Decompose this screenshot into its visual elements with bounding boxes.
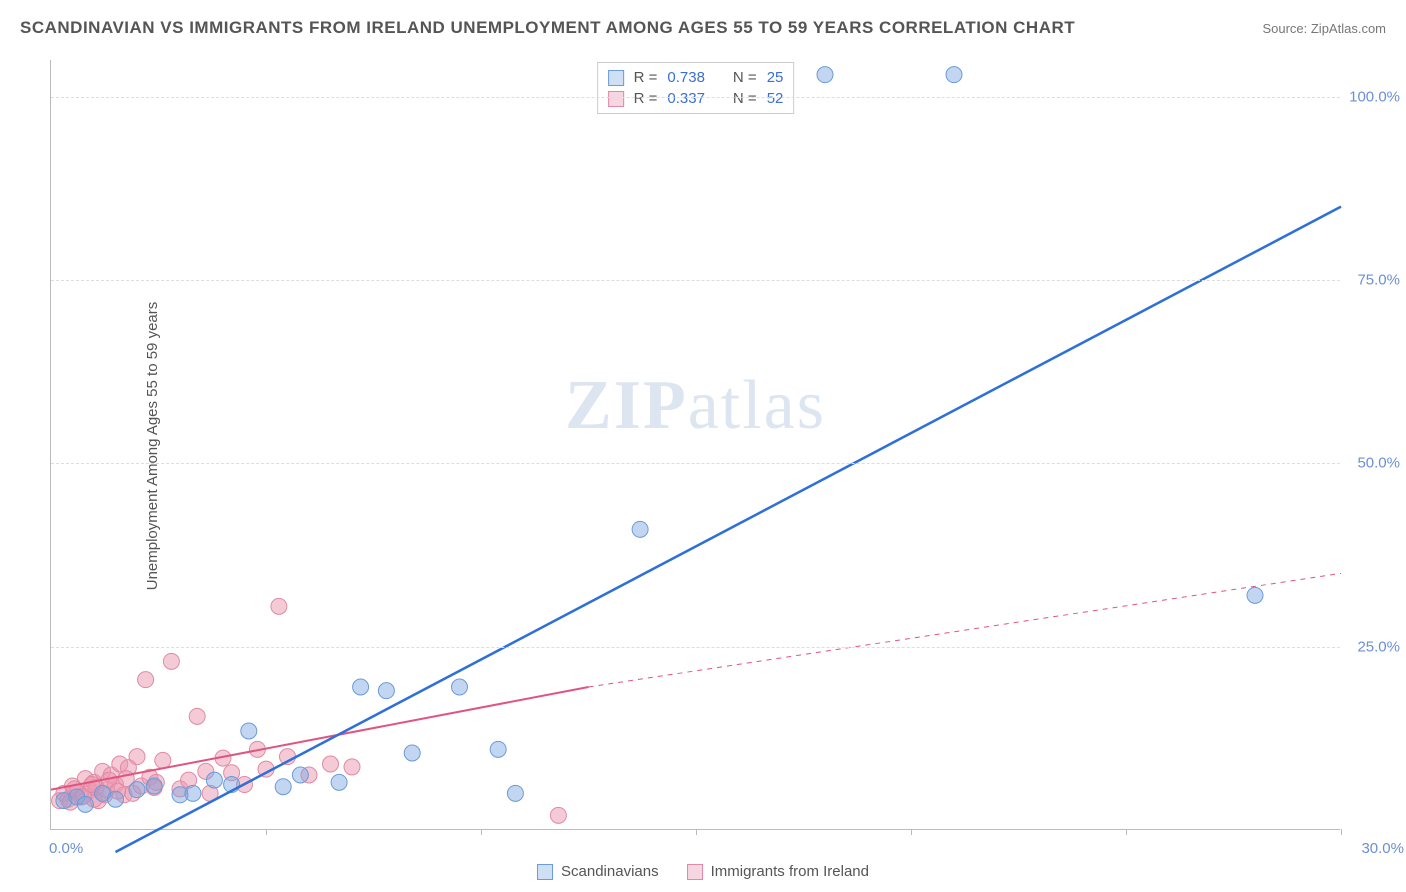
scatter-point xyxy=(378,683,394,699)
scatter-point xyxy=(185,785,201,801)
scatter-point xyxy=(129,782,145,798)
scatter-point xyxy=(292,767,308,783)
scatter-point xyxy=(507,785,523,801)
swatch-ireland-icon xyxy=(687,864,703,880)
regression-line xyxy=(589,573,1342,687)
y-tick-label: 50.0% xyxy=(1345,455,1400,472)
scatter-point xyxy=(632,521,648,537)
x-tick xyxy=(266,829,267,835)
scatter-point xyxy=(344,759,360,775)
x-axis-start-label: 0.0% xyxy=(49,840,83,857)
scatter-point xyxy=(129,749,145,765)
y-tick-label: 25.0% xyxy=(1345,638,1400,655)
scatter-point xyxy=(331,774,347,790)
bottom-legend: Scandinavians Immigrants from Ireland xyxy=(537,863,869,880)
x-tick xyxy=(1341,829,1342,835)
scatter-point xyxy=(146,778,162,794)
legend-label-scandinavians: Scandinavians xyxy=(561,863,659,880)
scatter-point xyxy=(206,772,222,788)
regression-line xyxy=(51,687,589,790)
x-tick xyxy=(696,829,697,835)
scatter-point xyxy=(189,708,205,724)
scatter-point xyxy=(946,67,962,83)
scatter-point xyxy=(163,653,179,669)
y-tick-label: 75.0% xyxy=(1345,272,1400,289)
x-tick xyxy=(481,829,482,835)
gridline xyxy=(51,647,1340,648)
x-tick xyxy=(911,829,912,835)
scatter-point xyxy=(138,672,154,688)
legend-item-ireland: Immigrants from Ireland xyxy=(687,863,869,880)
scatter-point xyxy=(490,741,506,757)
legend-label-ireland: Immigrants from Ireland xyxy=(711,863,869,880)
x-tick xyxy=(1126,829,1127,835)
scatter-point xyxy=(323,756,339,772)
scatter-point xyxy=(404,745,420,761)
gridline xyxy=(51,280,1340,281)
gridline xyxy=(51,97,1340,98)
regression-line xyxy=(116,207,1342,852)
plot-area: ZIPatlas R = 0.738 N = 25 R = 0.337 N = … xyxy=(50,60,1340,830)
chart-title: SCANDINAVIAN VS IMMIGRANTS FROM IRELAND … xyxy=(20,18,1075,38)
scatter-point xyxy=(550,807,566,823)
scatter-point xyxy=(241,723,257,739)
scatter-point xyxy=(1247,587,1263,603)
gridline xyxy=(51,463,1340,464)
scatter-point xyxy=(108,791,124,807)
legend-item-scandinavians: Scandinavians xyxy=(537,863,659,880)
scatter-point xyxy=(77,796,93,812)
scatter-point xyxy=(452,679,468,695)
scatter-point xyxy=(271,598,287,614)
x-axis-end-label: 30.0% xyxy=(1361,840,1404,857)
y-tick-label: 100.0% xyxy=(1345,88,1400,105)
scatter-point xyxy=(275,779,291,795)
scatter-point xyxy=(817,67,833,83)
chart-svg xyxy=(51,60,1340,829)
source-label: Source: ZipAtlas.com xyxy=(1262,21,1386,36)
scatter-point xyxy=(155,752,171,768)
scatter-point xyxy=(353,679,369,695)
swatch-scandinavians-icon xyxy=(537,864,553,880)
